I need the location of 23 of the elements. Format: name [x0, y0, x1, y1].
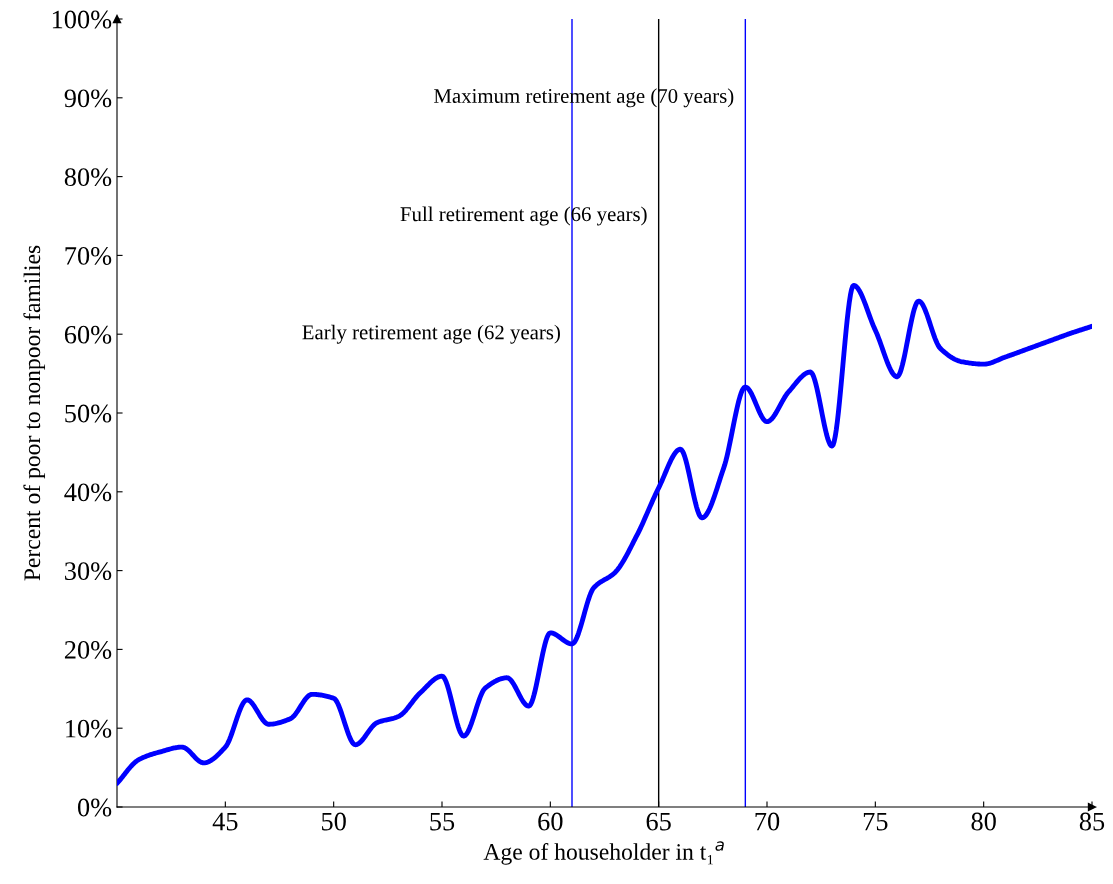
y-tick-label: 10% — [66, 719, 112, 738]
x-tick-label: 85 — [1079, 812, 1105, 831]
y-tick-label: 20% — [64, 641, 112, 659]
y-tick-label: 40% — [64, 483, 112, 502]
y-tick-label: 60% — [64, 325, 112, 344]
y-tick-label: 50% — [65, 404, 112, 423]
y-axis-title: Percent of poor to nonpoor families — [23, 245, 46, 581]
x-tick-label: 60 — [538, 812, 563, 831]
x-axis-title: Age of householder in t₁$^{a}$ — [483, 841, 724, 865]
x-tick-label: 50 — [322, 812, 346, 831]
x-tick-label: 45 — [212, 812, 238, 831]
x-tick-label: 75 — [863, 812, 888, 831]
y-tick-label: 30% — [65, 562, 112, 581]
x-tick-label: 65 — [646, 812, 671, 831]
y-tick-label: 90% — [64, 89, 112, 108]
x-tick-label: 55 — [430, 812, 455, 831]
y-tick-label: 0% — [77, 798, 112, 817]
y-tick-label: 70% — [65, 247, 112, 265]
x-tick-label: 80 — [971, 812, 996, 831]
annotation: Early retirement age (62 years) — [302, 324, 560, 344]
y-tick-label: 80% — [64, 168, 112, 187]
y-tick-label: 100% — [52, 10, 112, 29]
x-tick-label: 70 — [755, 812, 780, 831]
